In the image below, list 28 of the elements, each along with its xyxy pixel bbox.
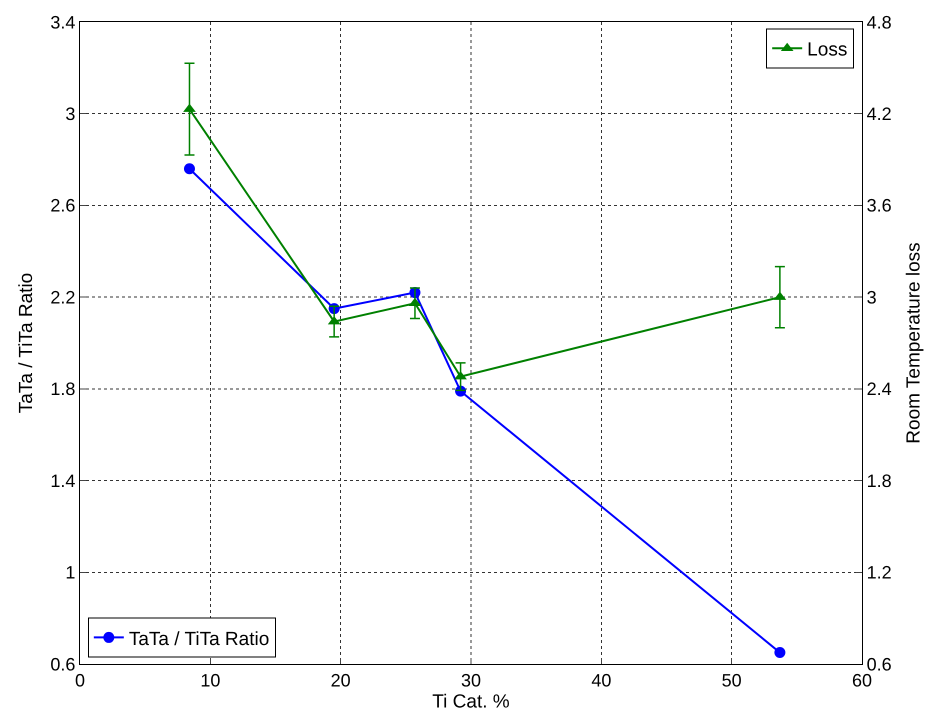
y-axis-title: TaTa / TiTa Ratio <box>16 272 37 414</box>
x-tick-label: 50 <box>722 670 742 691</box>
y2-tick-label: 2.4 <box>866 379 892 400</box>
y-tick-label: 2.6 <box>50 196 76 216</box>
y-tick-label: 1 <box>65 562 76 583</box>
y2-axis-title: Room Temperature loss <box>904 242 924 444</box>
x-tick-label: 0 <box>74 670 86 691</box>
point <box>184 163 195 174</box>
y2-tick-label: 4.8 <box>866 12 892 32</box>
point <box>774 647 786 658</box>
y2-tick-label: 1.8 <box>866 470 892 491</box>
y2-tick-label: 1.2 <box>866 562 892 583</box>
y-tick-label: 3.4 <box>50 12 76 32</box>
y-tick-label: 1.4 <box>50 470 76 491</box>
y2-tick-label: 4.2 <box>866 104 892 124</box>
y-tick-label: 0.6 <box>50 654 76 674</box>
x-tick-label: 40 <box>591 670 612 691</box>
y-tick-label: 2.2 <box>50 287 76 308</box>
legend-label: TaTa / TiTa Ratio <box>128 628 270 650</box>
x-axis-title: Ti Cat. % <box>432 691 510 712</box>
x-tick-label: 30 <box>460 670 482 691</box>
y-tick-label: 3 <box>65 104 76 124</box>
x-tick-label: 10 <box>200 670 220 691</box>
y2-tick-label: 3.6 <box>866 196 892 216</box>
legend-label: Loss <box>807 40 848 61</box>
y-tick-label: 1.8 <box>50 379 76 400</box>
y2-tick-label: 3 <box>866 287 877 308</box>
x-tick-label: 20 <box>330 670 351 691</box>
